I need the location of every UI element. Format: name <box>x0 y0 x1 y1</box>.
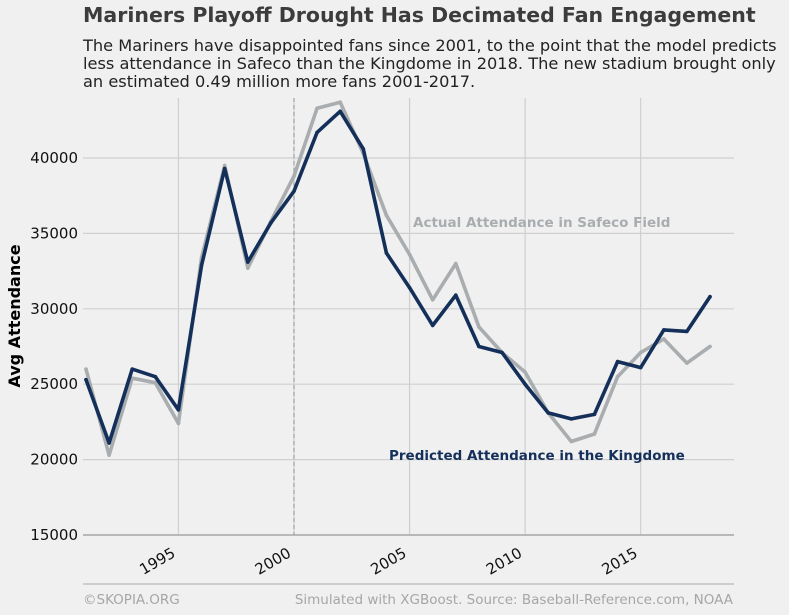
x-tick-label: 2010 <box>483 544 525 579</box>
data-point <box>546 411 551 415</box>
data-point <box>338 100 343 105</box>
data-point <box>292 189 296 193</box>
data-point <box>638 365 643 370</box>
y-tick-label: 30000 <box>30 300 78 318</box>
data-point <box>430 297 435 302</box>
data-point <box>661 328 666 332</box>
data-point <box>361 147 366 151</box>
data-point <box>638 350 643 355</box>
y-axis-label: Avg Attendance <box>5 244 24 387</box>
data-point <box>615 374 620 379</box>
data-point <box>130 367 135 371</box>
data-point <box>661 337 666 341</box>
footer-source: Simulated with XGBoost. Source: Baseball… <box>294 592 733 608</box>
data-point <box>453 261 458 266</box>
data-point <box>500 350 504 355</box>
x-tick-label: 2015 <box>599 544 641 579</box>
data-point <box>615 359 620 364</box>
chart-subtitle: The Mariners have disappointed fans sinc… <box>83 36 777 91</box>
data-point <box>523 382 527 387</box>
data-point <box>430 323 435 328</box>
data-point <box>592 412 597 417</box>
data-point <box>153 374 158 379</box>
data-point <box>84 367 88 371</box>
data-point <box>222 166 227 171</box>
y-tick-label: 25000 <box>30 375 78 393</box>
data-point <box>569 417 574 421</box>
data-point <box>107 453 111 457</box>
predicted-attendance-line <box>84 109 712 445</box>
data-point <box>245 260 250 264</box>
chart-title: Mariners Playoff Drought Has Decimated F… <box>83 3 756 27</box>
y-tick-label: 15000 <box>30 526 78 544</box>
data-point <box>153 380 158 385</box>
data-point <box>338 109 343 114</box>
data-point <box>199 263 204 267</box>
data-point <box>107 441 111 445</box>
data-point <box>384 213 389 218</box>
y-tick-label: 40000 <box>30 149 78 167</box>
data-point <box>84 377 88 382</box>
data-point <box>384 251 389 255</box>
data-point <box>685 361 689 365</box>
data-point <box>292 174 296 178</box>
data-point <box>523 370 527 374</box>
footer-credit: ©SKOPIA.ORG <box>83 592 180 608</box>
data-point <box>315 106 319 111</box>
data-point <box>708 344 712 349</box>
data-point <box>176 408 181 412</box>
data-point <box>569 439 574 444</box>
x-tick-label: 2005 <box>367 544 409 579</box>
x-tick-label: 2000 <box>252 544 294 579</box>
data-point <box>315 130 319 135</box>
data-point <box>269 221 273 225</box>
data-point <box>453 293 458 298</box>
actual-series-label: Actual Attendance in Safeco Field <box>413 215 670 231</box>
data-point <box>708 294 712 299</box>
data-point <box>685 329 689 334</box>
x-tick-label: 1995 <box>136 544 178 579</box>
data-point <box>592 432 597 436</box>
data-point <box>407 285 412 290</box>
y-tick-label: 20000 <box>30 451 78 469</box>
data-point <box>176 421 181 426</box>
predicted-series-label: Predicted Attendance in the Kingdome <box>389 448 685 464</box>
y-tick-label: 35000 <box>30 224 78 242</box>
data-point <box>407 252 412 257</box>
data-point <box>245 266 250 270</box>
data-point <box>477 344 481 349</box>
data-point <box>477 325 481 329</box>
data-point <box>222 163 227 168</box>
